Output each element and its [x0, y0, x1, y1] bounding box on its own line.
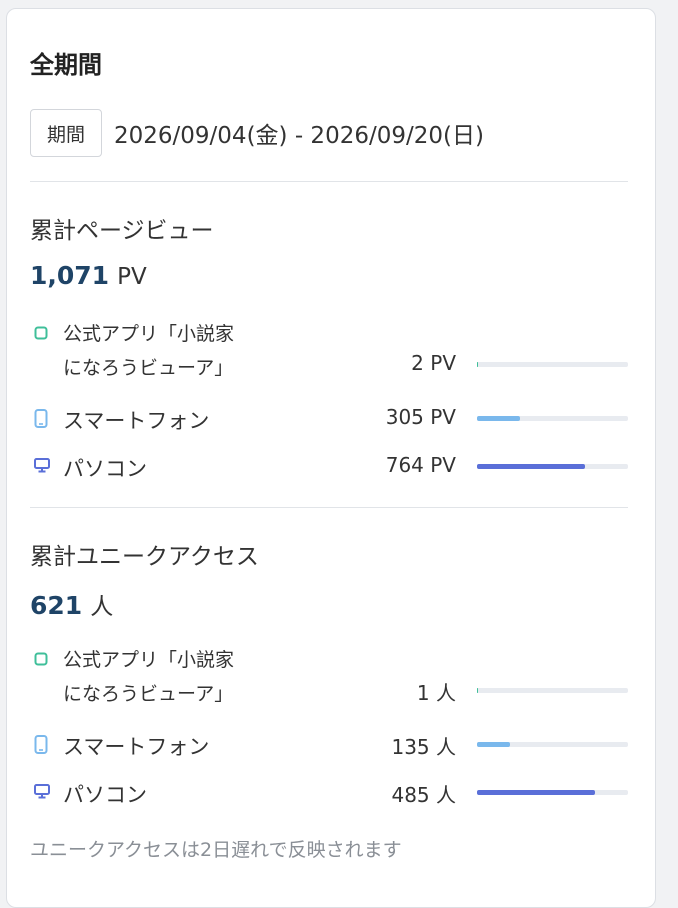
- pv-row-pc-bar: [477, 464, 628, 469]
- ua-row-app-bar: [477, 688, 628, 693]
- app-square-icon: [34, 651, 48, 670]
- period-badge: 期間: [30, 109, 102, 157]
- unique-total-unit: 人: [90, 594, 113, 620]
- unique-title: 累計ユニークアクセス: [30, 537, 259, 571]
- pv-row-pc-value: 764 PV: [386, 453, 456, 477]
- ua-row-pc: パソコン 485 人: [30, 779, 628, 809]
- pv-row-smartphone-value: 305 PV: [386, 405, 456, 429]
- pv-row-app-bar: [477, 362, 628, 367]
- ua-row-app: 公式アプリ「小説家 になろうビューア」 1 人: [30, 647, 628, 711]
- pv-row-smartphone-bar-fill: [477, 416, 520, 421]
- ua-row-smartphone-bar: [477, 742, 628, 747]
- monitor-icon: [34, 783, 50, 803]
- ua-row-smartphone-bar-fill: [477, 742, 510, 747]
- pv-row-app-label: 公式アプリ「小説家 になろうビューア」: [63, 317, 234, 385]
- period-range: 2026/09/04(金) - 2026/09/20(日): [114, 116, 484, 150]
- pageviews-total-number: 1,071: [30, 261, 109, 290]
- ua-row-pc-label: パソコン: [63, 779, 147, 809]
- ua-row-smartphone-value: 135 人: [391, 731, 456, 760]
- pv-row-smartphone-bar: [477, 416, 628, 421]
- pageviews-title: 累計ページビュー: [30, 211, 214, 245]
- pv-row-smartphone: スマートフォン 305 PV: [30, 405, 628, 435]
- pageviews-total: 1,071 PV: [30, 261, 147, 290]
- ua-row-pc-bar: [477, 790, 628, 795]
- pageviews-total-unit: PV: [117, 264, 147, 290]
- unique-total-number: 621: [30, 591, 82, 620]
- divider: [30, 507, 628, 508]
- unique-total: 621 人: [30, 587, 113, 621]
- ua-row-app-value: 1 人: [417, 677, 456, 706]
- ua-row-app-label: 公式アプリ「小説家 になろうビューア」: [63, 643, 234, 711]
- pv-row-app-value: 2 PV: [411, 351, 456, 375]
- pv-row-app: 公式アプリ「小説家 になろうビューア」 2 PV: [30, 321, 628, 385]
- pv-row-pc-bar-fill: [477, 464, 585, 469]
- app-square-icon: [34, 325, 48, 344]
- ua-row-pc-bar-fill: [477, 790, 595, 795]
- pv-row-pc-label: パソコン: [63, 453, 147, 483]
- pv-row-pc: パソコン 764 PV: [30, 453, 628, 483]
- pv-row-smartphone-label: スマートフォン: [63, 405, 209, 435]
- unique-delay-note: ユニークアクセスは2日遅れで反映されます: [30, 835, 402, 862]
- stats-card: 全期間 期間 2026/09/04(金) - 2026/09/20(日) 累計ペ…: [6, 8, 656, 908]
- card-title: 全期間: [30, 45, 102, 80]
- period-row: 期間 2026/09/04(金) - 2026/09/20(日): [30, 109, 484, 157]
- monitor-icon: [34, 457, 50, 477]
- smartphone-icon: [34, 409, 48, 433]
- ua-row-smartphone-label: スマートフォン: [63, 731, 209, 761]
- divider: [30, 181, 628, 182]
- ua-row-pc-value: 485 人: [391, 779, 456, 808]
- ua-row-smartphone: スマートフォン 135 人: [30, 731, 628, 761]
- smartphone-icon: [34, 735, 48, 759]
